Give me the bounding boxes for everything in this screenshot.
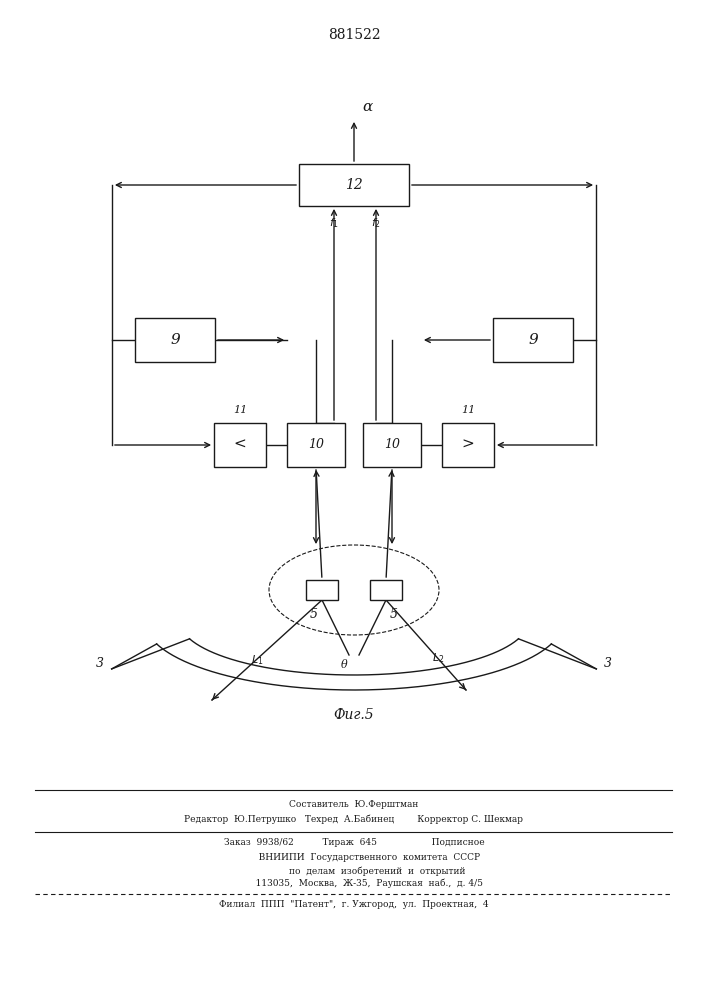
Text: 9: 9 [170, 333, 180, 347]
FancyBboxPatch shape [363, 423, 421, 467]
Text: Заказ  9938/62          Тираж  645                   Подписное: Заказ 9938/62 Тираж 645 Подписное [223, 838, 484, 847]
Text: $f_2$: $f_2$ [371, 216, 381, 230]
Text: 9: 9 [528, 333, 538, 347]
Text: Редактор  Ю.Петрушко   Техред  А.Бабинец        Корректор С. Шекмар: Редактор Ю.Петрушко Техред А.Бабинец Кор… [185, 815, 523, 824]
Text: 10: 10 [384, 438, 400, 452]
Text: 5: 5 [310, 608, 318, 621]
Text: $L_2$: $L_2$ [432, 651, 444, 665]
FancyBboxPatch shape [135, 318, 215, 362]
FancyBboxPatch shape [370, 580, 402, 600]
FancyBboxPatch shape [214, 423, 266, 467]
Text: ВНИИПИ  Государственного  комитета  СССР: ВНИИПИ Государственного комитета СССР [228, 853, 481, 862]
FancyBboxPatch shape [493, 318, 573, 362]
Text: 12: 12 [345, 178, 363, 192]
Text: 881522: 881522 [327, 28, 380, 42]
Text: Фиг.5: Фиг.5 [334, 708, 374, 722]
Text: 3: 3 [95, 657, 104, 670]
Text: Филиал  ППП  "Патент",  г. Ужгород,  ул.  Проектная,  4: Филиал ППП "Патент", г. Ужгород, ул. Про… [219, 900, 489, 909]
FancyBboxPatch shape [287, 423, 345, 467]
Text: Составитель  Ю.Ферштман: Составитель Ю.Ферштман [289, 800, 419, 809]
Text: $L_1$: $L_1$ [251, 653, 263, 667]
Text: 11: 11 [461, 405, 475, 415]
Text: α: α [362, 100, 373, 114]
Text: $f_1$: $f_1$ [329, 216, 339, 230]
Text: 11: 11 [233, 405, 247, 415]
Text: 3: 3 [604, 657, 612, 670]
Text: 5: 5 [390, 608, 398, 621]
Text: θ: θ [341, 660, 347, 670]
Text: <: < [233, 438, 246, 452]
FancyBboxPatch shape [299, 164, 409, 206]
Text: по  делам  изобретений  и  открытий: по делам изобретений и открытий [243, 866, 465, 876]
Text: >: > [462, 438, 474, 452]
Text: 10: 10 [308, 438, 324, 452]
FancyBboxPatch shape [306, 580, 338, 600]
FancyBboxPatch shape [442, 423, 494, 467]
Text: 113035,  Москва,  Ж-35,  Раушская  наб.,  д. 4/5: 113035, Москва, Ж-35, Раушская наб., д. … [225, 879, 484, 888]
